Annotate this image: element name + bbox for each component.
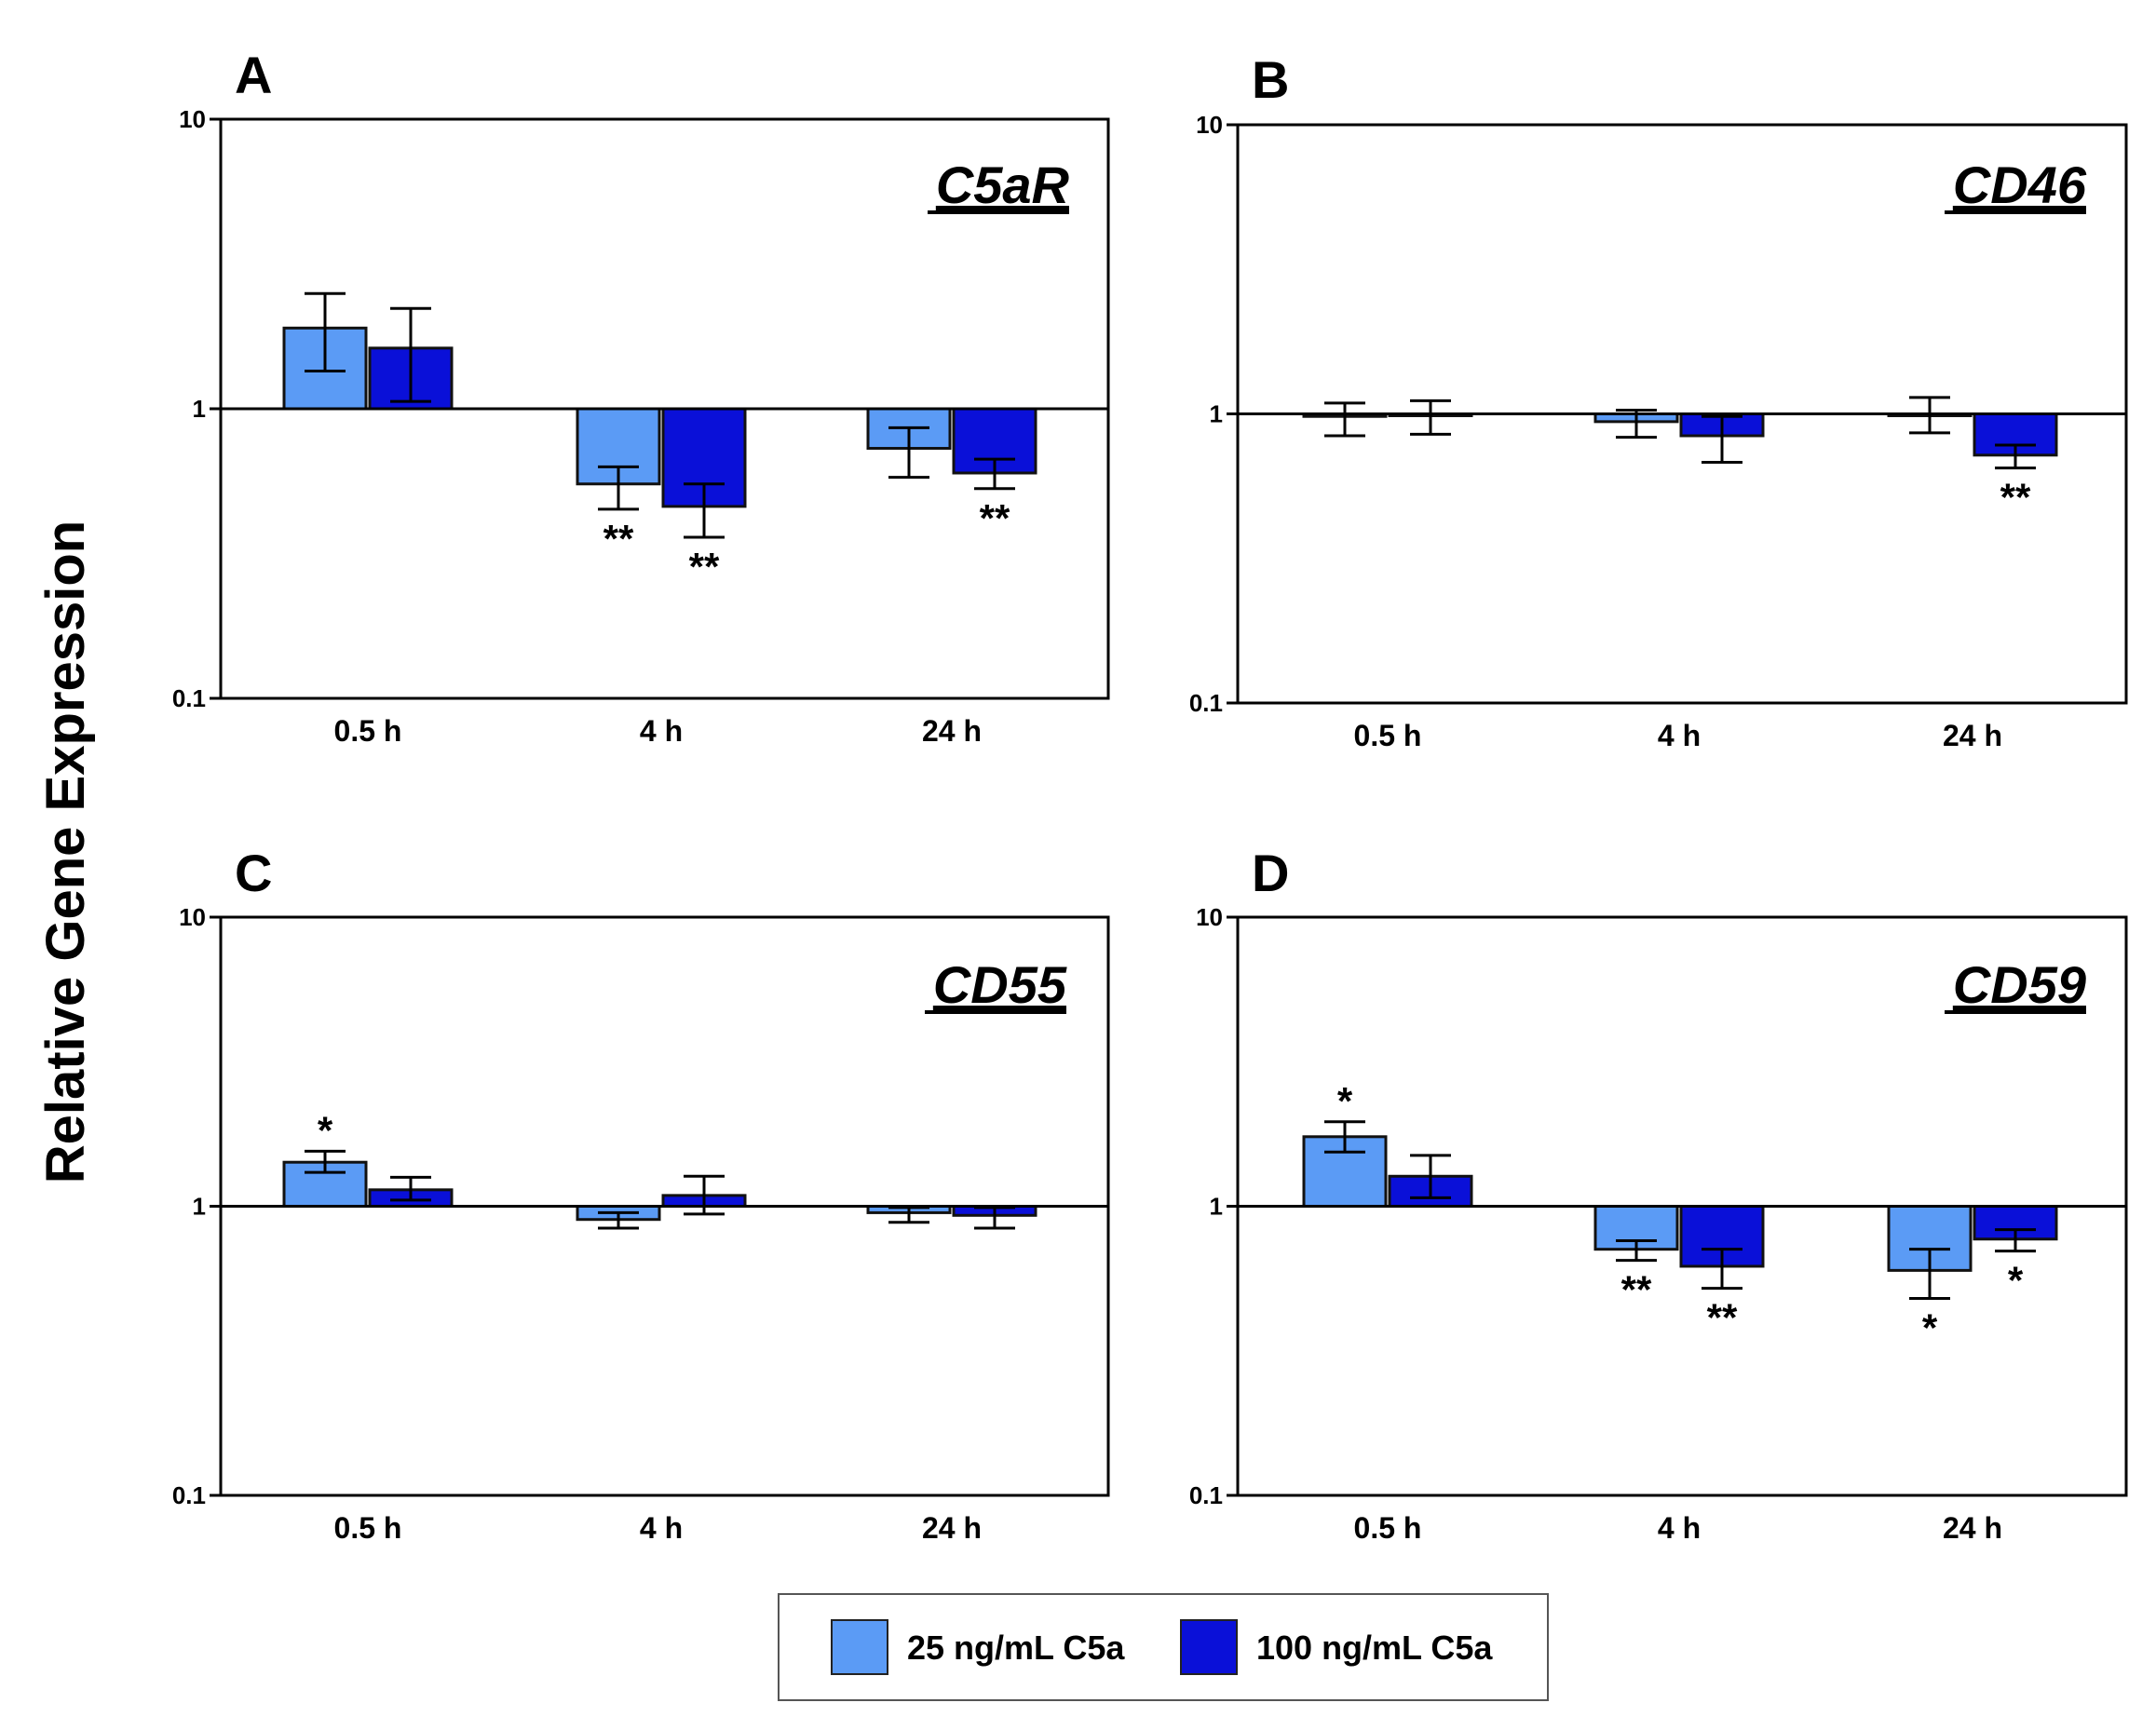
y-tick-label-a-0: 10 <box>179 105 206 133</box>
x-tick-label-c-0: 0.5 h <box>334 1511 402 1545</box>
x-tick-label-b-0: 0.5 h <box>1354 719 1422 752</box>
significance-b-2-1: ** <box>2000 476 2031 520</box>
y-tick-label-c-0: 10 <box>179 903 206 931</box>
y-tick-label-d-1: 1 <box>1210 1193 1223 1221</box>
legend-label-25: 25 ng/mL C5a <box>907 1629 1125 1667</box>
x-tick-label-b-2: 24 h <box>1943 719 2002 752</box>
y-tick-label-c-1: 1 <box>193 1193 206 1221</box>
y-tick-label-d-0: 10 <box>1196 903 1223 931</box>
x-tick-label-c-2: 24 h <box>922 1511 982 1545</box>
y-tick-label-a-1: 1 <box>193 395 206 423</box>
x-tick-label-a-0: 0.5 h <box>334 714 402 748</box>
y-axis-label: Relative Gene Expression <box>35 520 96 1183</box>
gene-title-b: CD46 <box>1953 155 2087 214</box>
legend-swatch-25 <box>831 1619 888 1675</box>
legend-box <box>778 1593 1549 1701</box>
panel-c: C 10 1 0.1 * 0.5 h 4 h 24 h CD55 <box>172 844 1110 1545</box>
significance-d-0-0: * <box>1337 1079 1353 1123</box>
panel-a: A 10 1 0.1 0.5 h ** ** 4 h ** 24 h C5aR <box>172 46 1110 748</box>
significance-c-0-0: * <box>318 1108 333 1152</box>
legend-swatch-100 <box>1180 1619 1238 1675</box>
significance-d-1-0: ** <box>1621 1268 1652 1312</box>
x-tick-label-d-2: 24 h <box>1943 1511 2002 1545</box>
y-tick-label-d-2: 0.1 <box>1189 1481 1223 1509</box>
significance-d-1-1: ** <box>1707 1296 1738 1340</box>
x-tick-label-a-1: 4 h <box>640 714 683 748</box>
y-tick-label-b-2: 0.1 <box>1189 689 1223 717</box>
x-tick-label-a-2: 24 h <box>922 714 982 748</box>
x-tick-label-d-1: 4 h <box>1658 1511 1701 1545</box>
y-tick-label-b-1: 1 <box>1210 400 1223 428</box>
panel-label-c: C <box>235 844 272 902</box>
x-tick-label-d-0: 0.5 h <box>1354 1511 1422 1545</box>
gene-title-c: CD55 <box>933 955 1067 1014</box>
x-tick-label-b-1: 4 h <box>1658 719 1701 752</box>
y-tick-label-c-2: 0.1 <box>172 1481 206 1509</box>
y-tick-label-b-0: 10 <box>1196 111 1223 139</box>
x-tick-label-c-1: 4 h <box>640 1511 683 1545</box>
significance-d-2-1: * <box>2008 1259 2024 1303</box>
significance-a-1-0: ** <box>603 517 634 561</box>
y-tick-label-a-2: 0.1 <box>172 684 206 712</box>
legend: 25 ng/mL C5a 100 ng/mL C5a <box>778 1593 1549 1701</box>
significance-a-2-1: ** <box>980 496 1010 540</box>
gene-title-d: CD59 <box>1953 955 2086 1014</box>
significance-a-1-1: ** <box>689 545 720 588</box>
panel-label-d: D <box>1252 844 1289 902</box>
legend-label-100: 100 ng/mL C5a <box>1256 1629 1493 1667</box>
gene-title-a: C5aR <box>936 155 1070 214</box>
panel-label-b: B <box>1252 50 1289 109</box>
significance-d-2-0: * <box>1922 1305 1938 1349</box>
panel-b: B 10 1 0.1 0.5 h 4 h ** 24 h CD46 <box>1189 50 2128 752</box>
panel-label-a: A <box>235 46 272 104</box>
